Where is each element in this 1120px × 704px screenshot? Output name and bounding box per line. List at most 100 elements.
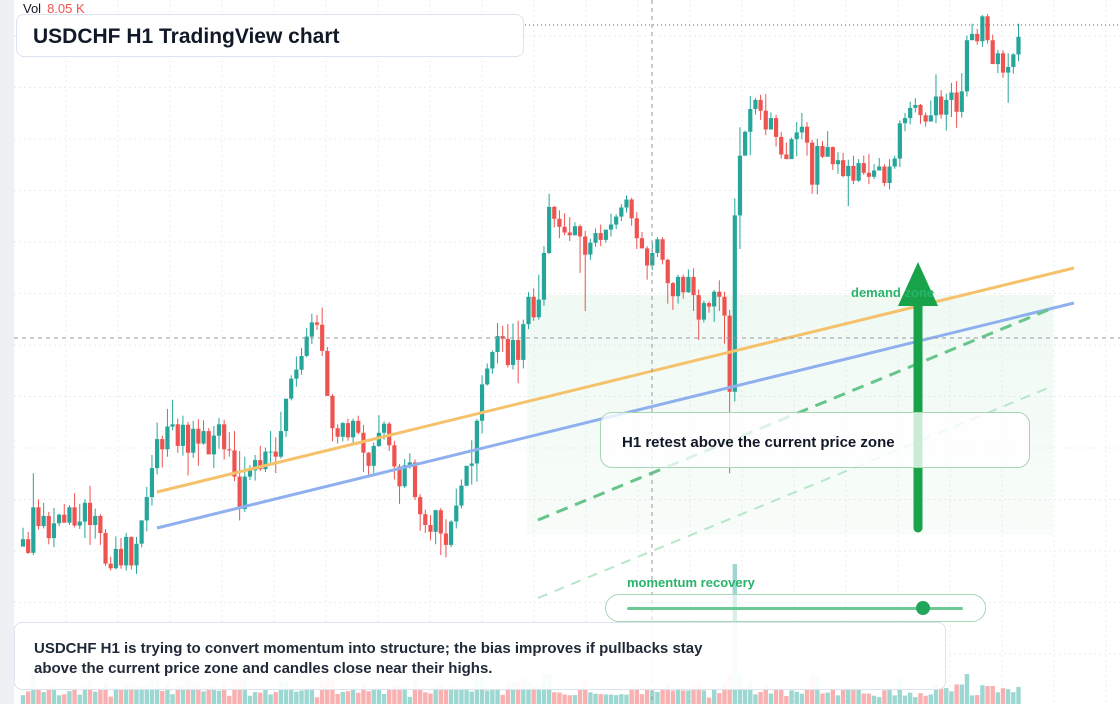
candle-body: [46, 515, 51, 539]
volume-bar: [118, 688, 124, 704]
volume-bar: [149, 680, 155, 704]
candle: [1000, 50, 1006, 78]
candle: [464, 465, 469, 487]
volume-bar: [376, 689, 382, 704]
candle: [180, 415, 185, 456]
volume-bar: [412, 679, 418, 704]
candle: [552, 205, 557, 228]
candle: [289, 375, 294, 401]
momentum-slider[interactable]: [605, 594, 986, 622]
volume-bar: [660, 687, 665, 704]
candle-body: [980, 16, 985, 42]
candle: [712, 290, 717, 322]
candle: [825, 131, 830, 157]
candle-body: [995, 53, 1000, 65]
volume-bar: [938, 688, 944, 704]
volume-bar: [634, 686, 639, 704]
candle: [820, 140, 825, 158]
candle: [536, 274, 541, 320]
volume-bar: [794, 691, 799, 704]
candle-body: [908, 107, 913, 119]
left-price-gutter: [0, 0, 14, 704]
volume-bar: [603, 694, 609, 704]
candle: [861, 155, 866, 175]
candle: [495, 323, 500, 364]
candle-body: [521, 324, 526, 360]
momentum-slider-knob[interactable]: [915, 601, 930, 615]
volume-bar: [1000, 688, 1006, 704]
candle: [810, 139, 815, 194]
candle: [768, 112, 774, 130]
volume-bar: [969, 695, 975, 704]
candle-body: [773, 118, 779, 137]
candle: [598, 224, 603, 247]
candle-body: [959, 91, 964, 112]
volume-bar: [309, 689, 315, 704]
candle-body: [871, 170, 877, 177]
candle: [877, 158, 882, 171]
candle: [118, 538, 124, 569]
volume-bar: [350, 689, 356, 704]
candle-body: [449, 521, 454, 545]
candle: [583, 230, 588, 311]
candle-body: [758, 99, 763, 111]
volume-bar: [134, 685, 139, 704]
candle: [397, 464, 402, 504]
volume-bar: [283, 681, 289, 704]
candle-body: [939, 96, 944, 115]
candle: [964, 35, 970, 97]
candle-body: [118, 548, 124, 566]
volume-bar: [577, 687, 583, 704]
volume-bar: [804, 688, 810, 704]
volume-bar: [644, 687, 650, 704]
candle: [882, 164, 887, 187]
candle: [557, 210, 562, 239]
volume-bar: [567, 695, 572, 704]
candle: [191, 420, 196, 458]
candle: [361, 424, 366, 473]
volume-bar: [851, 689, 856, 704]
candle: [263, 447, 268, 473]
candle: [449, 520, 454, 548]
volume-bar: [995, 692, 1001, 704]
retest-callout-text: H1 retest above the current price zone: [622, 434, 895, 451]
candle: [603, 229, 608, 243]
volume-bar: [773, 687, 779, 704]
candle: [20, 527, 26, 547]
volume-bar: [665, 683, 670, 704]
volume-bar: [825, 692, 830, 704]
volume-bar: [56, 695, 62, 704]
candle-body: [263, 451, 268, 470]
summary-box: USDCHF H1 is trying to convert momentum …: [14, 622, 946, 690]
candle: [459, 479, 464, 509]
volume-bar: [866, 693, 872, 704]
candle-body: [222, 424, 227, 450]
candle-body: [36, 507, 41, 527]
volume-bar: [613, 695, 619, 704]
volume-bar: [505, 682, 511, 704]
candle: [980, 15, 985, 47]
volume-bar: [247, 695, 253, 704]
candle-body: [216, 424, 222, 436]
volume-bar: [180, 685, 186, 704]
volume-bar: [985, 686, 990, 704]
candle: [1006, 53, 1011, 103]
candle-body: [598, 233, 603, 240]
candle-body: [835, 160, 841, 165]
volume-bar: [407, 696, 413, 704]
candle-body: [433, 510, 438, 532]
candle-body: [531, 296, 536, 318]
candle: [588, 238, 593, 260]
candle-body: [691, 276, 696, 296]
candle: [871, 164, 877, 179]
candle: [309, 313, 314, 344]
candle-body: [381, 423, 387, 433]
volume-bar: [433, 685, 438, 704]
candle: [835, 152, 841, 174]
volume-bar: [278, 682, 284, 704]
candle-body: [1000, 53, 1006, 73]
volume-bar: [964, 674, 970, 704]
candle-body: [108, 563, 113, 569]
volume-bar: [490, 690, 495, 704]
